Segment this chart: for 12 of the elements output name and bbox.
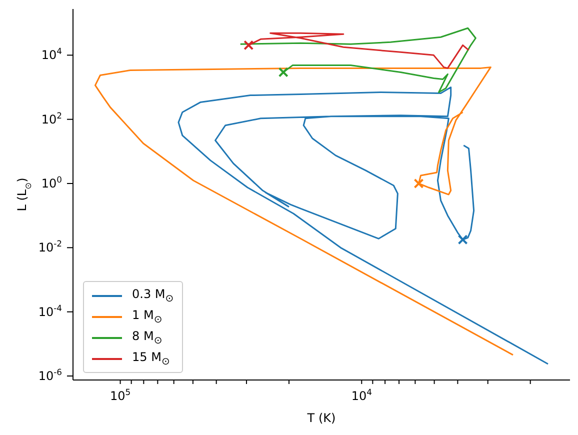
legend-label: 8 M$_{⊙}$ [132,328,162,346]
y-tick-label: 10$^{2}$ [41,110,62,126]
y-tick-label: 10$^{-2}$ [38,238,62,255]
x-tick-label: 10$^{5}$ [110,387,131,403]
legend-label: 0.3 M$_{⊙}$ [132,286,174,304]
y-tick-label: 10$^{4}$ [41,46,62,62]
legend-label: 1 M$_{⊙}$ [132,308,162,326]
y-tick-label: 10$^{0}$ [41,174,62,190]
y-tick-label: 10$^{-4}$ [38,302,62,319]
legend-label: 15 M$_{⊙}$ [132,350,170,368]
y-tick-label: 10$^{-6}$ [38,366,62,383]
x-axis-title: T (K) [306,411,336,425]
